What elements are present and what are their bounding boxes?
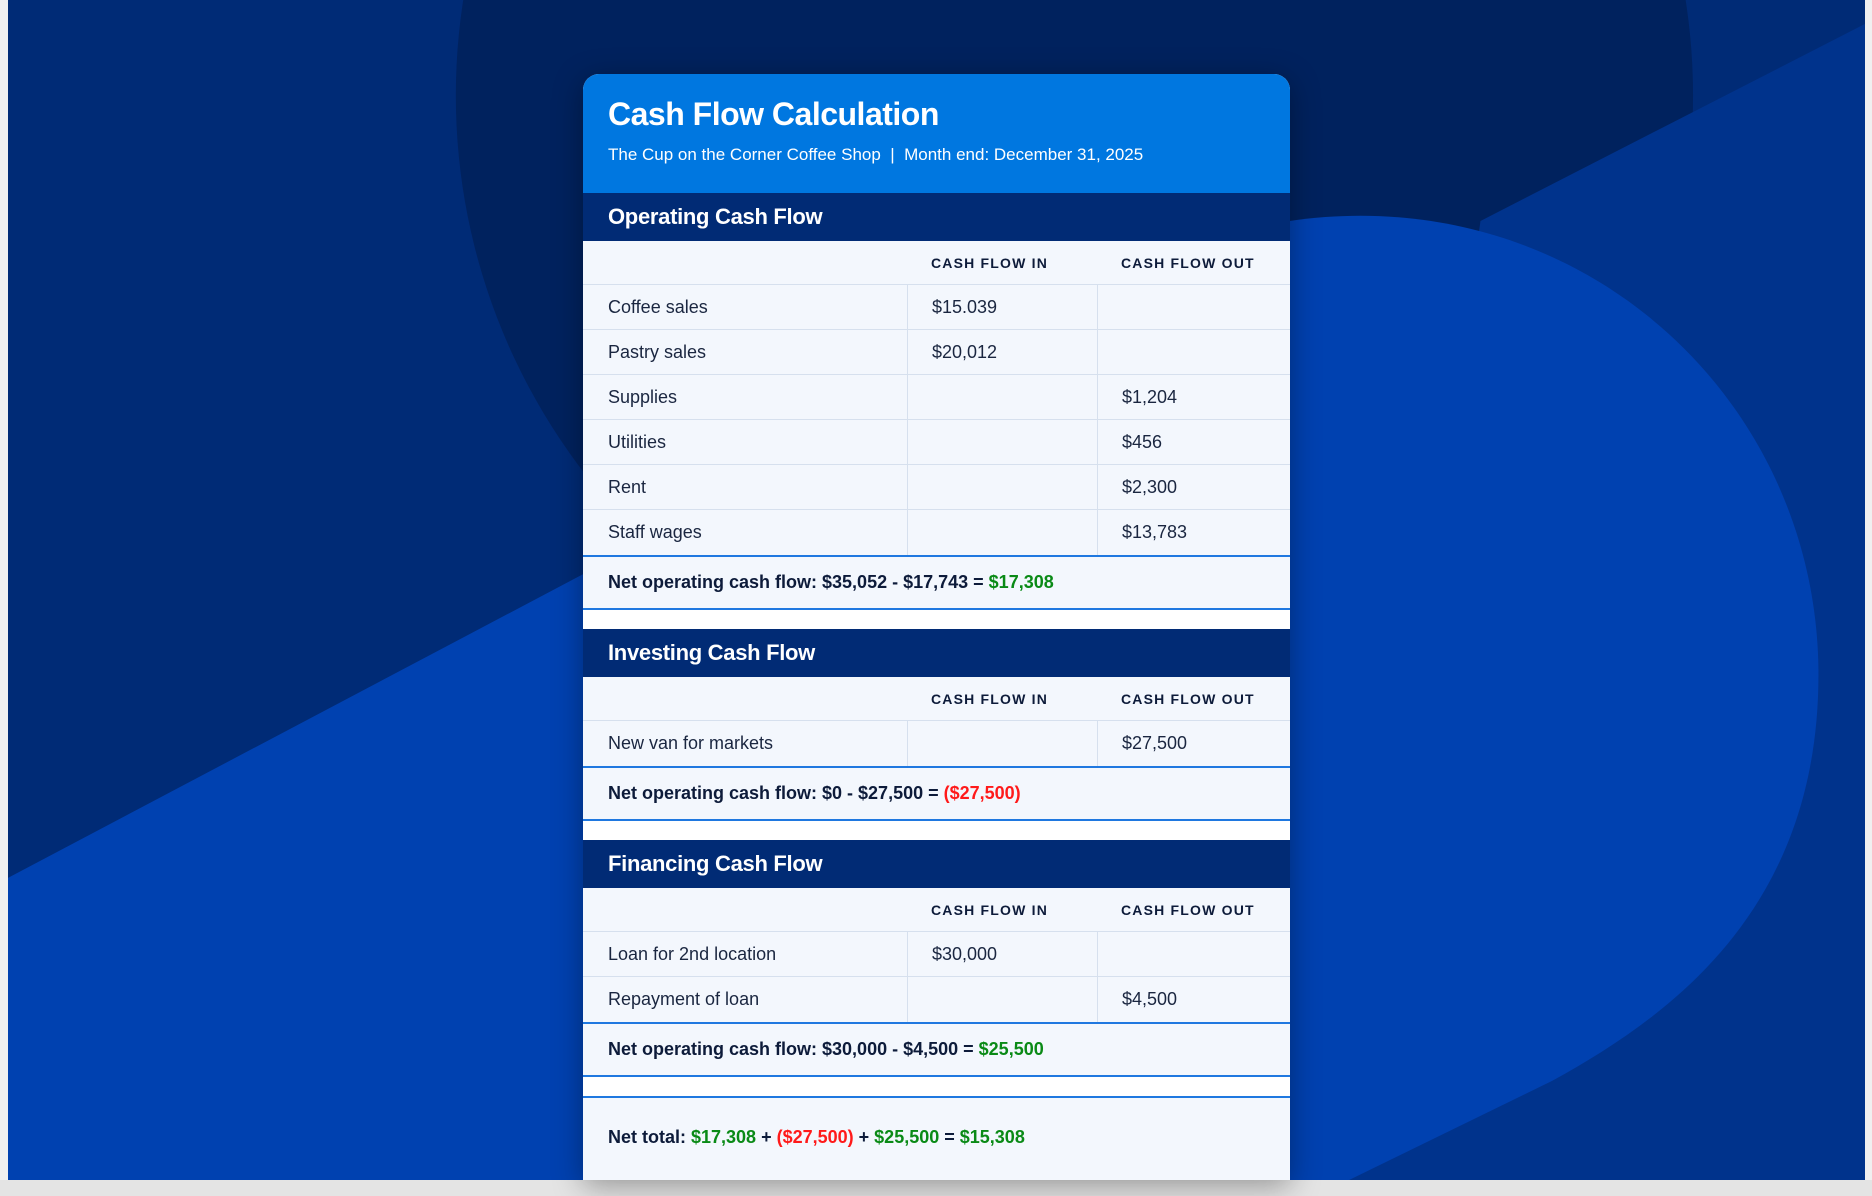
table-row: Rent $2,300 [583,465,1290,510]
section-title: Investing Cash Flow [583,629,1290,677]
cash-in-cell [907,977,1097,1022]
positive-amount: $15,308 [959,1126,1025,1147]
negative-amount: ($27,500) [943,783,1021,803]
cash-out-cell: $1,204 [1097,375,1290,419]
section-spacer [583,821,1290,840]
cash-in-cell [907,721,1097,766]
cash-in-cell [907,375,1097,419]
page-title: Cash Flow Calculation [608,96,939,132]
formula-text: Net operating cash flow: $0 - $27,500 = [608,783,944,803]
positive-amount: $17,308 [691,1126,757,1147]
row-label: Repayment of loan [608,989,760,1009]
formula-text: + [756,1126,777,1147]
row-label: Staff wages [608,522,702,542]
column-header [583,241,907,284]
positive-amount: $17,308 [988,572,1054,592]
formula-text: Net total: [608,1126,691,1147]
column-header [583,888,907,931]
formula-text: = [939,1126,960,1147]
table-row: Repayment of loan $4,500 [583,977,1290,1022]
column-header-row: CASH FLOW IN CASH FLOW OUT [583,241,1290,285]
cash-out-cell [1097,932,1290,976]
column-header: CASH FLOW IN [931,690,1049,707]
column-header: CASH FLOW OUT [1121,254,1255,271]
column-header: CASH FLOW IN [931,254,1049,271]
formula-text: Net operating cash flow: $30,000 - $4,50… [608,1039,979,1059]
row-label: Pastry sales [608,341,707,362]
section-financing-cash-flow: Financing Cash Flow CASH FLOW IN CASH FLOW… [583,840,1290,1096]
net-cash-flow: Net operating cash flow: $0 - $27,500 = … [583,766,1290,821]
row-label: Loan for 2nd location [608,943,777,964]
column-header: CASH FLOW IN [931,901,1049,918]
table-row: Pastry sales $20,012 [583,330,1290,375]
column-header [583,677,907,720]
table-row: New van for markets $27,500 [583,721,1290,766]
table-row: Utilities $456 [583,420,1290,465]
cash-out-cell [1097,285,1290,329]
column-header-row: CASH FLOW IN CASH FLOW OUT [583,888,1290,932]
section-spacer [583,1077,1290,1096]
row-label: Supplies [608,386,678,407]
cash-in-cell [907,510,1097,555]
row-label: Rent [608,476,647,497]
cash-in-cell: $15.039 [907,285,1097,329]
net-cash-flow: Net operating cash flow: $30,000 - $4,50… [583,1022,1290,1077]
column-header: CASH FLOW OUT [1121,901,1255,918]
net-cash-flow: Net operating cash flow: $35,052 - $17,7… [583,555,1290,610]
card-header: Cash Flow Calculation The Cup on the Cor… [583,74,1290,193]
section-operating-cash-flow: Operating Cash Flow CASH FLOW IN CASH FLOW… [583,193,1290,629]
cash-out-cell: $13,783 [1097,510,1290,555]
cash-flow-card: Cash Flow Calculation The Cup on the Cor… [583,74,1290,1180]
page-subtitle: The Cup on the Corner Coffee Shop | Mont… [608,145,1144,164]
section-title: Financing Cash Flow [583,840,1290,888]
table-row: Coffee sales $15.039 [583,285,1290,330]
cash-out-cell: $27,500 [1097,721,1290,766]
cash-out-cell [1097,330,1290,374]
table-row: Loan for 2nd location $30,000 [583,932,1290,977]
negative-amount: ($27,500) [776,1126,854,1147]
positive-amount: $25,500 [874,1126,940,1147]
window-bottom-edge [0,1180,1872,1196]
row-label: Coffee sales [608,296,708,317]
table-row: Staff wages $13,783 [583,510,1290,555]
table-row: Supplies $1,204 [583,375,1290,420]
formula-text: Net operating cash flow: $35,052 - $17,7… [608,572,989,592]
cash-in-cell: $30,000 [907,932,1097,976]
positive-amount: $25,500 [978,1039,1044,1059]
net-total: Net total: $17,308 + ($27,500) + $25,500… [583,1096,1290,1180]
section-investing-cash-flow: Investing Cash Flow CASH FLOW IN CASH FLOW… [583,629,1290,840]
cash-out-cell: $4,500 [1097,977,1290,1022]
cash-out-cell: $2,300 [1097,465,1290,509]
section-spacer [583,610,1290,629]
cash-in-cell: $20,012 [907,330,1097,374]
cash-in-cell [907,465,1097,509]
column-header: CASH FLOW OUT [1121,690,1255,707]
section-title: Operating Cash Flow [583,193,1290,241]
row-label: New van for markets [608,733,774,753]
row-label: Utilities [608,431,667,452]
formula-text: + [853,1126,875,1147]
cash-in-cell [907,420,1097,464]
cash-out-cell: $456 [1097,420,1290,464]
column-header-row: CASH FLOW IN CASH FLOW OUT [583,677,1290,721]
